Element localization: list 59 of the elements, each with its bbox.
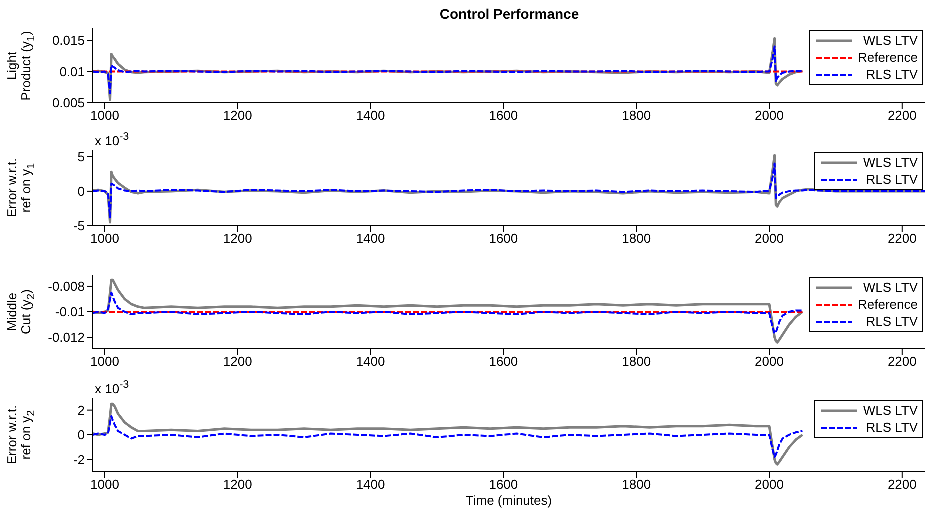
x-tick-label: 1000 xyxy=(90,231,120,246)
legend-label: WLS LTV xyxy=(863,279,918,296)
legend-label: RLS LTV xyxy=(866,313,918,330)
legend-label: WLS LTV xyxy=(863,154,918,171)
x-tick-label: 2000 xyxy=(755,477,784,492)
chart-title: Control Performance xyxy=(438,6,580,22)
x-tick-label: 1600 xyxy=(489,108,518,124)
x-tick-label: 2000 xyxy=(755,354,784,370)
legend-label: RLS LTV xyxy=(866,171,918,188)
x-tick-label: 1200 xyxy=(223,231,252,246)
x-tick-label: 1600 xyxy=(489,477,518,492)
line-series xyxy=(93,278,804,344)
x-tick-label: 2000 xyxy=(755,231,784,246)
line-series xyxy=(93,46,804,95)
x-tick-label: 1800 xyxy=(622,354,652,370)
x-axis-title: Time (minutes) xyxy=(464,493,554,508)
x-tick-label: 1400 xyxy=(356,477,386,492)
x-tick-label: 1800 xyxy=(622,477,652,492)
x-tick-label: 1600 xyxy=(489,231,518,246)
y-tick-label: -0.008 xyxy=(48,279,85,294)
y-tick-label: 0 xyxy=(78,184,85,200)
legend-label: WLS LTV xyxy=(863,402,918,419)
x-tick-label: 1600 xyxy=(489,354,518,370)
y-tick-label: 2 xyxy=(78,402,85,418)
x-tick-label: 1800 xyxy=(622,108,652,124)
line-series xyxy=(93,292,804,335)
x-tick-label: 1400 xyxy=(356,354,386,370)
y-tick-label: 0.005 xyxy=(52,96,85,111)
y-tick-label: -0.012 xyxy=(48,330,85,346)
x-tick-label: 1000 xyxy=(90,477,120,492)
text: x 10$^{-3}$ xyxy=(95,379,130,396)
x-tick-label: 2200 xyxy=(888,477,917,492)
legend-label: WLS LTV xyxy=(863,32,918,49)
x-tick-label: 1400 xyxy=(356,108,386,124)
line-series xyxy=(93,402,804,466)
y-tick-label: 5 xyxy=(78,150,85,165)
legend-label: Reference xyxy=(858,49,918,66)
legend-label: Reference xyxy=(858,296,918,313)
y-tick-label: 0.01 xyxy=(60,64,85,80)
x-tick-label: 1800 xyxy=(622,231,652,246)
x-tick-label: 1200 xyxy=(223,477,252,492)
x-tick-label: 2000 xyxy=(755,108,784,124)
legend-label: RLS LTV xyxy=(866,419,918,436)
y-tick-label: 0.015 xyxy=(52,33,85,48)
x-tick-label: 2200 xyxy=(888,108,917,124)
y-tick-label: -0.01 xyxy=(55,304,85,320)
x-tick-label: 1000 xyxy=(90,354,120,370)
x-tick-label: 1200 xyxy=(223,108,252,124)
x-tick-label: 1200 xyxy=(223,354,252,370)
line-series xyxy=(93,416,804,458)
y-tick-label: -5 xyxy=(73,218,85,234)
text: x 10$^{-3}$ xyxy=(95,131,130,148)
x-tick-label: 1000 xyxy=(90,108,120,124)
x-tick-label: 2200 xyxy=(888,231,917,246)
legend-label: RLS LTV xyxy=(866,66,918,83)
x-tick-label: 1400 xyxy=(356,231,386,246)
x-tick-label: 2200 xyxy=(888,354,917,370)
y-tick-label: 0 xyxy=(78,428,85,443)
y-tick-label: -2 xyxy=(73,452,85,468)
